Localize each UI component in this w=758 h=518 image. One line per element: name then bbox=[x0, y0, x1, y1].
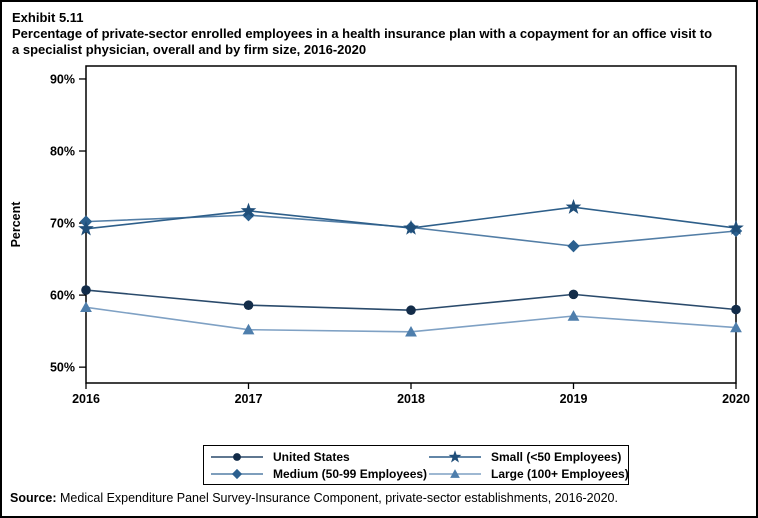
circle-marker bbox=[731, 304, 741, 315]
x-tick-label: 2019 bbox=[560, 392, 588, 406]
legend-item-small: Small (<50 Employees) bbox=[429, 449, 629, 464]
legend-item-medium: Medium (50-99 Employees) bbox=[211, 466, 429, 481]
x-tick-label: 2020 bbox=[722, 392, 750, 406]
source-label: Source: bbox=[10, 491, 57, 505]
chart-title: Percentage of private-sector enrolled em… bbox=[12, 26, 750, 57]
y-tick-label: 50% bbox=[50, 361, 75, 375]
title-block: Exhibit 5.11 Percentage of private-secto… bbox=[12, 10, 750, 57]
triangle-marker bbox=[567, 310, 580, 321]
circle-marker bbox=[568, 289, 579, 300]
united-states-marker-sample bbox=[211, 450, 263, 464]
star-marker bbox=[565, 199, 582, 214]
triangle-marker bbox=[242, 323, 255, 335]
y-tick-label: 90% bbox=[50, 72, 75, 86]
line-chart: 50% 60% 70% 80% 90% 2016 2017 2018 2019 2020 Perce… bbox=[9, 65, 750, 406]
x-tick-label: 2017 bbox=[235, 392, 263, 406]
legend-sample-svg bbox=[211, 468, 263, 479]
circle-marker bbox=[81, 285, 91, 295]
diamond-marker bbox=[231, 468, 243, 479]
y-axis-title: Percent bbox=[9, 201, 23, 248]
legend-label-medium: Medium (50-99 Employees) bbox=[273, 466, 428, 481]
legend-sample-svg bbox=[211, 452, 263, 461]
small-firm-marker-sample bbox=[429, 449, 481, 464]
star-marker bbox=[728, 219, 744, 235]
diamond-marker bbox=[242, 208, 255, 222]
x-tick-label: 2018 bbox=[397, 392, 425, 406]
y-tick-label: 60% bbox=[50, 289, 75, 303]
legend-sample-svg bbox=[429, 468, 481, 478]
legend-sample-svg bbox=[429, 449, 481, 462]
triangle-marker bbox=[405, 325, 417, 337]
chart-title-line-2: a specialist physician, overall and by f… bbox=[12, 41, 367, 57]
legend-label-united-states: United States bbox=[273, 449, 350, 464]
y-tick-label: 70% bbox=[50, 217, 75, 231]
star-marker bbox=[403, 219, 419, 235]
medium-firm-marker-sample bbox=[211, 467, 263, 481]
triangle-marker bbox=[730, 321, 742, 333]
x-tick-label: 2016 bbox=[72, 392, 100, 406]
star-marker bbox=[448, 449, 462, 462]
legend-item-united-states: United States bbox=[211, 449, 429, 464]
star-marker bbox=[78, 220, 94, 236]
circle-marker bbox=[406, 305, 416, 316]
circle-marker bbox=[243, 300, 254, 310]
legend-label-large: Large (100+ Employees) bbox=[491, 466, 629, 481]
source-note: Source: Medical Expenditure Panel Survey… bbox=[10, 491, 618, 505]
diamond-marker bbox=[567, 239, 580, 253]
chart-title-line-1: Percentage of private-sector enrolled em… bbox=[12, 26, 713, 41]
legend-label-small: Small (<50 Employees) bbox=[491, 449, 622, 464]
y-tick-label: 80% bbox=[50, 145, 75, 159]
exhibit-label: Exhibit 5.11 bbox=[12, 10, 84, 25]
legend: United States Small (<50 Employees) Medi… bbox=[203, 445, 629, 485]
star-marker bbox=[240, 202, 257, 218]
circle-marker bbox=[233, 452, 241, 461]
triangle-marker bbox=[80, 301, 92, 313]
source-text: Medical Expenditure Panel Survey-Insuran… bbox=[56, 491, 618, 505]
large-firm-marker-sample bbox=[429, 467, 481, 481]
legend-item-large: Large (100+ Employees) bbox=[429, 466, 629, 481]
triangle-marker bbox=[450, 468, 460, 478]
